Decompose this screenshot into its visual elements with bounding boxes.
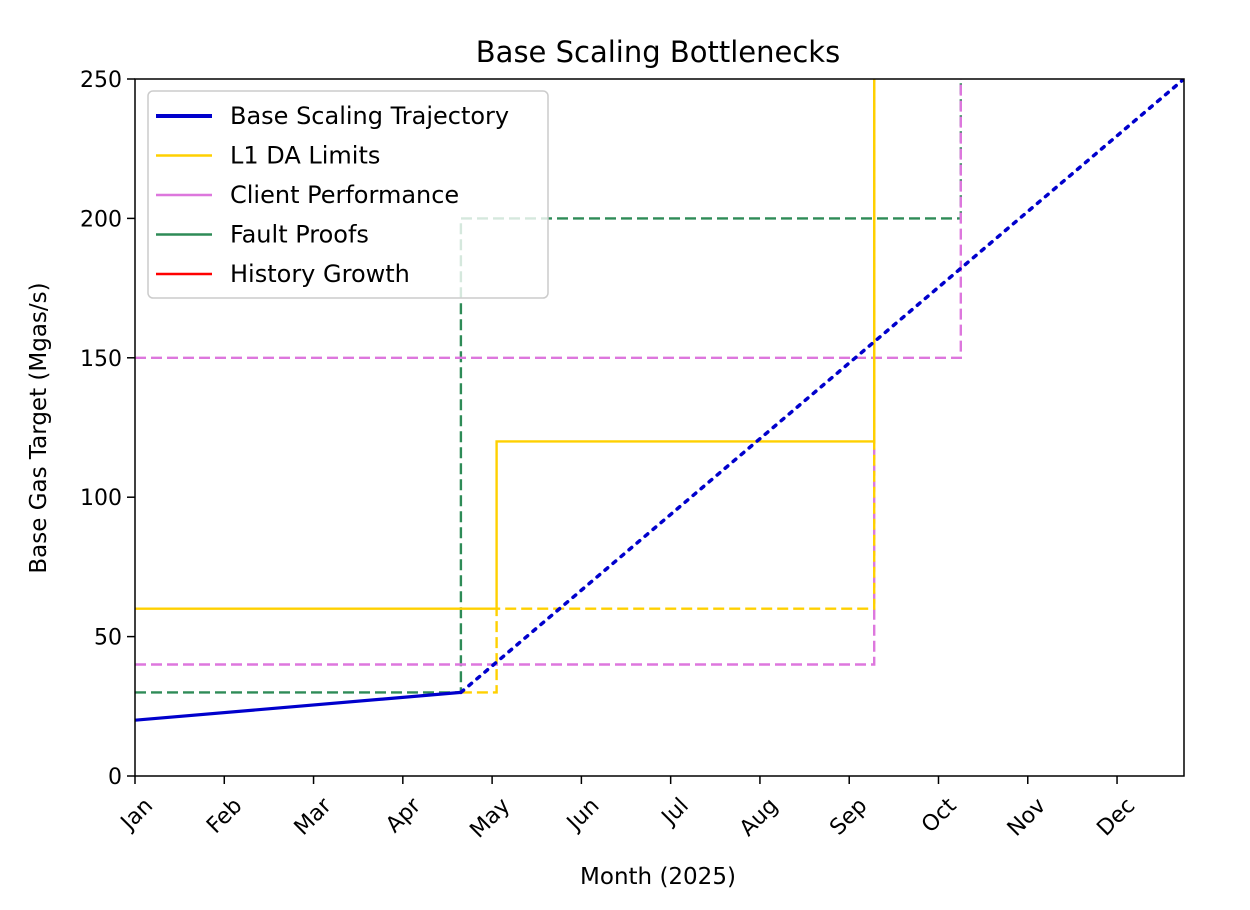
x-tick-label: Sep: [825, 793, 872, 840]
legend-box: [147, 90, 549, 299]
x-tick-label: May: [465, 793, 515, 843]
y-axis-label: Base Gas Target (Mgas/s): [26, 282, 52, 573]
series-layer: [135, 79, 1184, 722]
y-tick-label: 250: [80, 68, 122, 93]
y-tick-label: 0: [108, 765, 122, 790]
series-line-l1-da-limits-2: [495, 79, 876, 609]
series-line-base-scaling-trajectory-0: [135, 690, 462, 722]
series-line-client-performance-1: [135, 79, 962, 359]
y-tick-label: 100: [80, 486, 122, 511]
legend-label: Fault Proofs: [230, 221, 369, 249]
x-tick-label: Jul: [656, 793, 694, 831]
y-tick-label: 50: [94, 626, 122, 651]
x-tick-label: Aug: [735, 793, 783, 841]
x-tick-label: Dec: [1092, 793, 1140, 841]
x-tick-label: Jan: [115, 793, 158, 836]
y-axis: 0 50 100 150 200 250: [80, 68, 135, 790]
chart-title: Base Scaling Bottlenecks: [476, 35, 840, 69]
y-tick-label: 150: [80, 347, 122, 372]
y-tick-label: 200: [80, 207, 122, 232]
plot-frame: [134, 78, 1185, 777]
x-axis: Jan Feb Mar Apr May Jun Jul Aug Sep Oct Nov Dec: [115, 776, 1140, 843]
legend-label: Base Scaling Trajectory: [230, 102, 509, 130]
legend-label: Client Performance: [230, 181, 459, 209]
x-tick-label: Oct: [917, 793, 962, 838]
legend-label: History Growth: [230, 260, 410, 288]
x-tick-label: Feb: [202, 793, 247, 838]
legend: Base Scaling Trajectory L1 DA Limits Clien…: [147, 90, 549, 299]
series-line-base-scaling-trajectory-1: [459, 79, 1184, 695]
legend-label: L1 DA Limits: [230, 142, 380, 170]
x-tick-label: Mar: [290, 793, 338, 841]
x-tick-label: Apr: [381, 793, 426, 838]
x-tick-label: Nov: [1003, 793, 1051, 841]
x-axis-label: Month (2025): [580, 864, 736, 890]
x-tick-label: Jun: [561, 793, 604, 836]
